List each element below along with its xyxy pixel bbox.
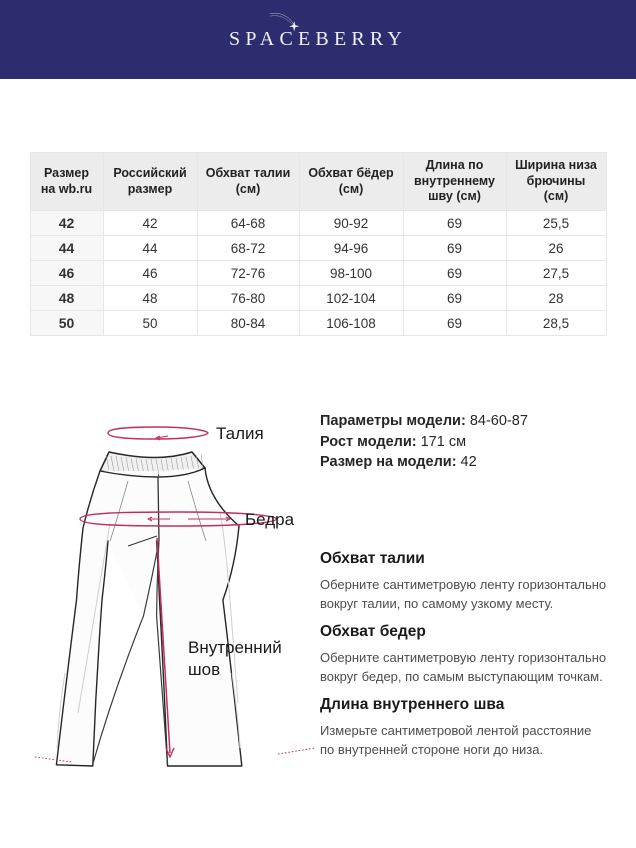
svg-text:Внутренний: Внутренний bbox=[188, 638, 282, 657]
svg-text:Талия: Талия bbox=[216, 424, 264, 443]
svg-text:шов: шов bbox=[188, 660, 220, 679]
svg-text:Бедра: Бедра bbox=[245, 510, 295, 529]
